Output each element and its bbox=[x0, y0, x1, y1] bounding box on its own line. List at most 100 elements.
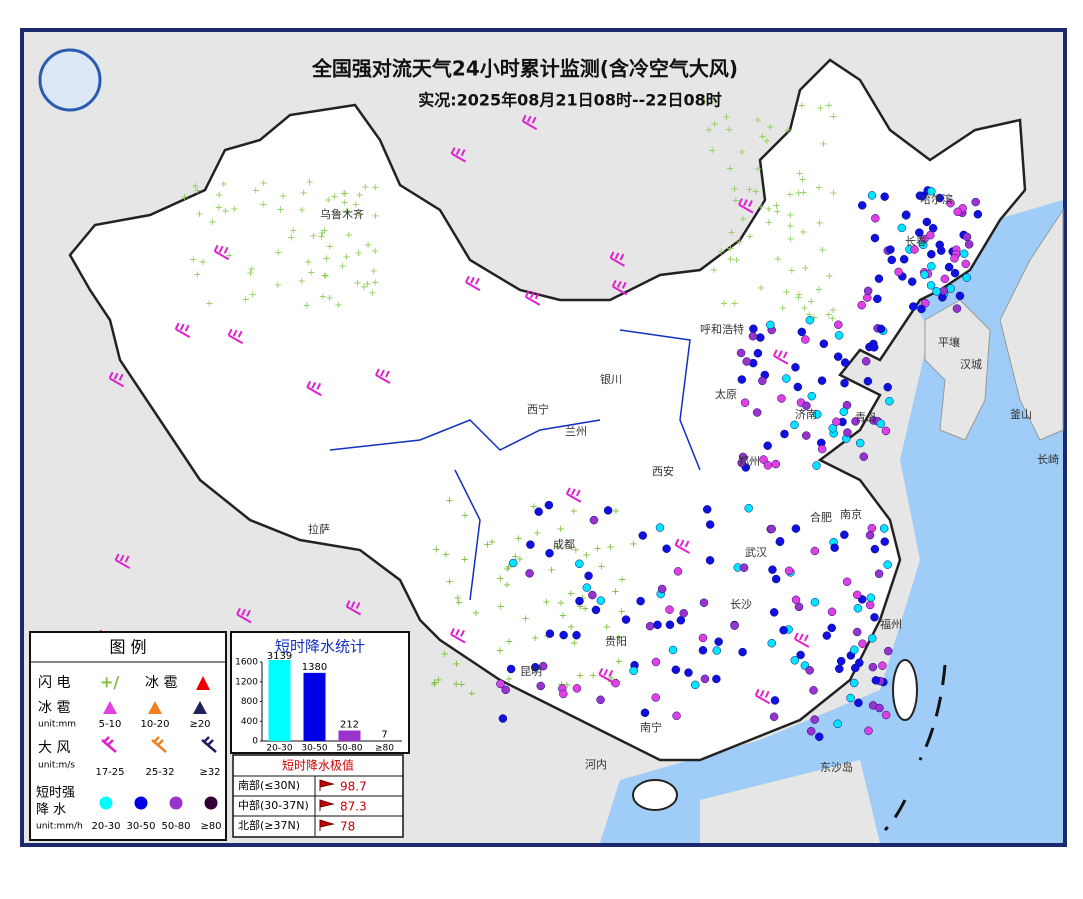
rain-symbol bbox=[881, 193, 889, 201]
rain-symbol bbox=[666, 606, 674, 614]
lightning-symbol: + bbox=[717, 246, 725, 257]
lightning-symbol: + bbox=[738, 147, 746, 158]
lightning-symbol: + bbox=[815, 285, 823, 296]
lightning-symbol: + bbox=[807, 296, 815, 307]
legend-label: 短时强 bbox=[36, 786, 75, 801]
rain-symbol bbox=[884, 647, 892, 655]
rain-symbol bbox=[770, 713, 778, 721]
rain-symbol bbox=[847, 694, 855, 702]
lightning-symbol: + bbox=[208, 217, 216, 228]
lightning-symbol: + bbox=[727, 228, 735, 239]
lightning-symbol: + bbox=[461, 555, 469, 566]
y-tick-label: 1600 bbox=[235, 658, 258, 668]
rain-symbol bbox=[713, 647, 721, 655]
lightning-symbol: + bbox=[825, 101, 833, 112]
bar bbox=[304, 673, 326, 741]
rain-symbol bbox=[945, 263, 953, 271]
rain-symbol bbox=[895, 268, 903, 276]
lightning-symbol: + bbox=[745, 185, 753, 196]
rain-symbol bbox=[731, 622, 739, 630]
rain-symbol bbox=[850, 679, 858, 687]
rain-symbol bbox=[673, 712, 681, 720]
rain-symbol bbox=[858, 201, 866, 209]
rain-symbol bbox=[843, 429, 851, 437]
city-label: 福州 bbox=[880, 617, 902, 631]
lightning-symbol: + bbox=[189, 255, 197, 266]
lightning-symbol: + bbox=[735, 237, 743, 248]
lightning-symbol: + bbox=[757, 283, 765, 294]
lightning-symbol: + bbox=[274, 280, 282, 291]
rain-symbol bbox=[866, 601, 874, 609]
lightning-symbol: + bbox=[468, 689, 476, 700]
bar bbox=[339, 731, 361, 741]
rain-symbol bbox=[841, 379, 849, 387]
rain-symbol bbox=[858, 301, 866, 309]
rain-symbol bbox=[900, 255, 908, 263]
rain-symbol bbox=[639, 532, 647, 540]
lightning-symbol: + bbox=[307, 267, 315, 278]
lightning-icon: +/ bbox=[100, 673, 119, 692]
rain-symbol bbox=[828, 624, 836, 632]
rain-symbol bbox=[780, 626, 788, 634]
lightning-symbol: + bbox=[533, 528, 541, 539]
lightning-symbol: + bbox=[300, 188, 308, 199]
rain-symbol bbox=[926, 231, 934, 239]
lightning-symbol: + bbox=[496, 573, 504, 584]
lightning-symbol: + bbox=[816, 103, 824, 114]
rain-symbol bbox=[873, 295, 881, 303]
rain-symbol bbox=[869, 663, 877, 671]
city-label: 东沙岛 bbox=[820, 760, 853, 774]
rain-symbol bbox=[860, 453, 868, 461]
rain-symbol bbox=[881, 538, 889, 546]
lightning-symbol: + bbox=[215, 190, 223, 201]
lightning-symbol: + bbox=[589, 671, 597, 682]
rain-symbol bbox=[791, 363, 799, 371]
extreme-value: 78 bbox=[340, 820, 355, 834]
rain-symbol bbox=[545, 501, 553, 509]
rain-symbol bbox=[798, 328, 806, 336]
rain-symbol bbox=[828, 608, 836, 616]
rain-symbol bbox=[956, 292, 964, 300]
lightning-symbol: + bbox=[338, 261, 346, 272]
city-label: 汉城 bbox=[960, 358, 982, 371]
lightning-symbol: + bbox=[325, 293, 333, 304]
lightning-symbol: + bbox=[746, 232, 754, 243]
rain-symbol bbox=[797, 651, 805, 659]
rain-symbol bbox=[843, 578, 851, 586]
lightning-symbol: + bbox=[825, 271, 833, 282]
rain-symbol bbox=[646, 622, 654, 630]
rain-symbol bbox=[499, 715, 507, 723]
lightning-symbol: + bbox=[341, 197, 349, 208]
lightning-symbol: + bbox=[829, 188, 837, 199]
rain-symbol bbox=[766, 321, 774, 329]
rain-symbol bbox=[886, 246, 894, 254]
rain-symbol bbox=[535, 508, 543, 516]
rain-symbol bbox=[780, 430, 788, 438]
city-label: 兰州 bbox=[565, 425, 587, 438]
rain-symbol bbox=[739, 648, 747, 656]
city-label: 平壤 bbox=[938, 335, 960, 349]
rain-symbol bbox=[777, 395, 785, 403]
rain-symbol bbox=[794, 383, 802, 391]
rain-symbol bbox=[864, 287, 872, 295]
lightning-symbol: + bbox=[276, 204, 284, 215]
city-label: 西安 bbox=[652, 464, 674, 478]
rain-symbol bbox=[669, 646, 677, 654]
y-tick-label: 800 bbox=[241, 697, 258, 707]
rain-symbol bbox=[840, 531, 848, 539]
rain-symbol bbox=[941, 275, 949, 283]
rain-symbol bbox=[885, 397, 893, 405]
rain-symbol bbox=[808, 392, 816, 400]
city-label: 济南 bbox=[795, 407, 817, 421]
lightning-symbol: + bbox=[786, 221, 794, 232]
city-label: 乌鲁木齐 bbox=[320, 207, 364, 221]
lightning-symbol: + bbox=[497, 601, 505, 612]
lightning-symbol: + bbox=[361, 182, 369, 193]
lightning-symbol: + bbox=[345, 230, 353, 241]
lightning-symbol: + bbox=[205, 298, 213, 309]
rain-symbol bbox=[898, 224, 906, 232]
rain-symbol bbox=[884, 383, 892, 391]
lightning-symbol: + bbox=[818, 245, 826, 256]
rain-symbol bbox=[526, 541, 534, 549]
rain-symbol bbox=[592, 606, 600, 614]
